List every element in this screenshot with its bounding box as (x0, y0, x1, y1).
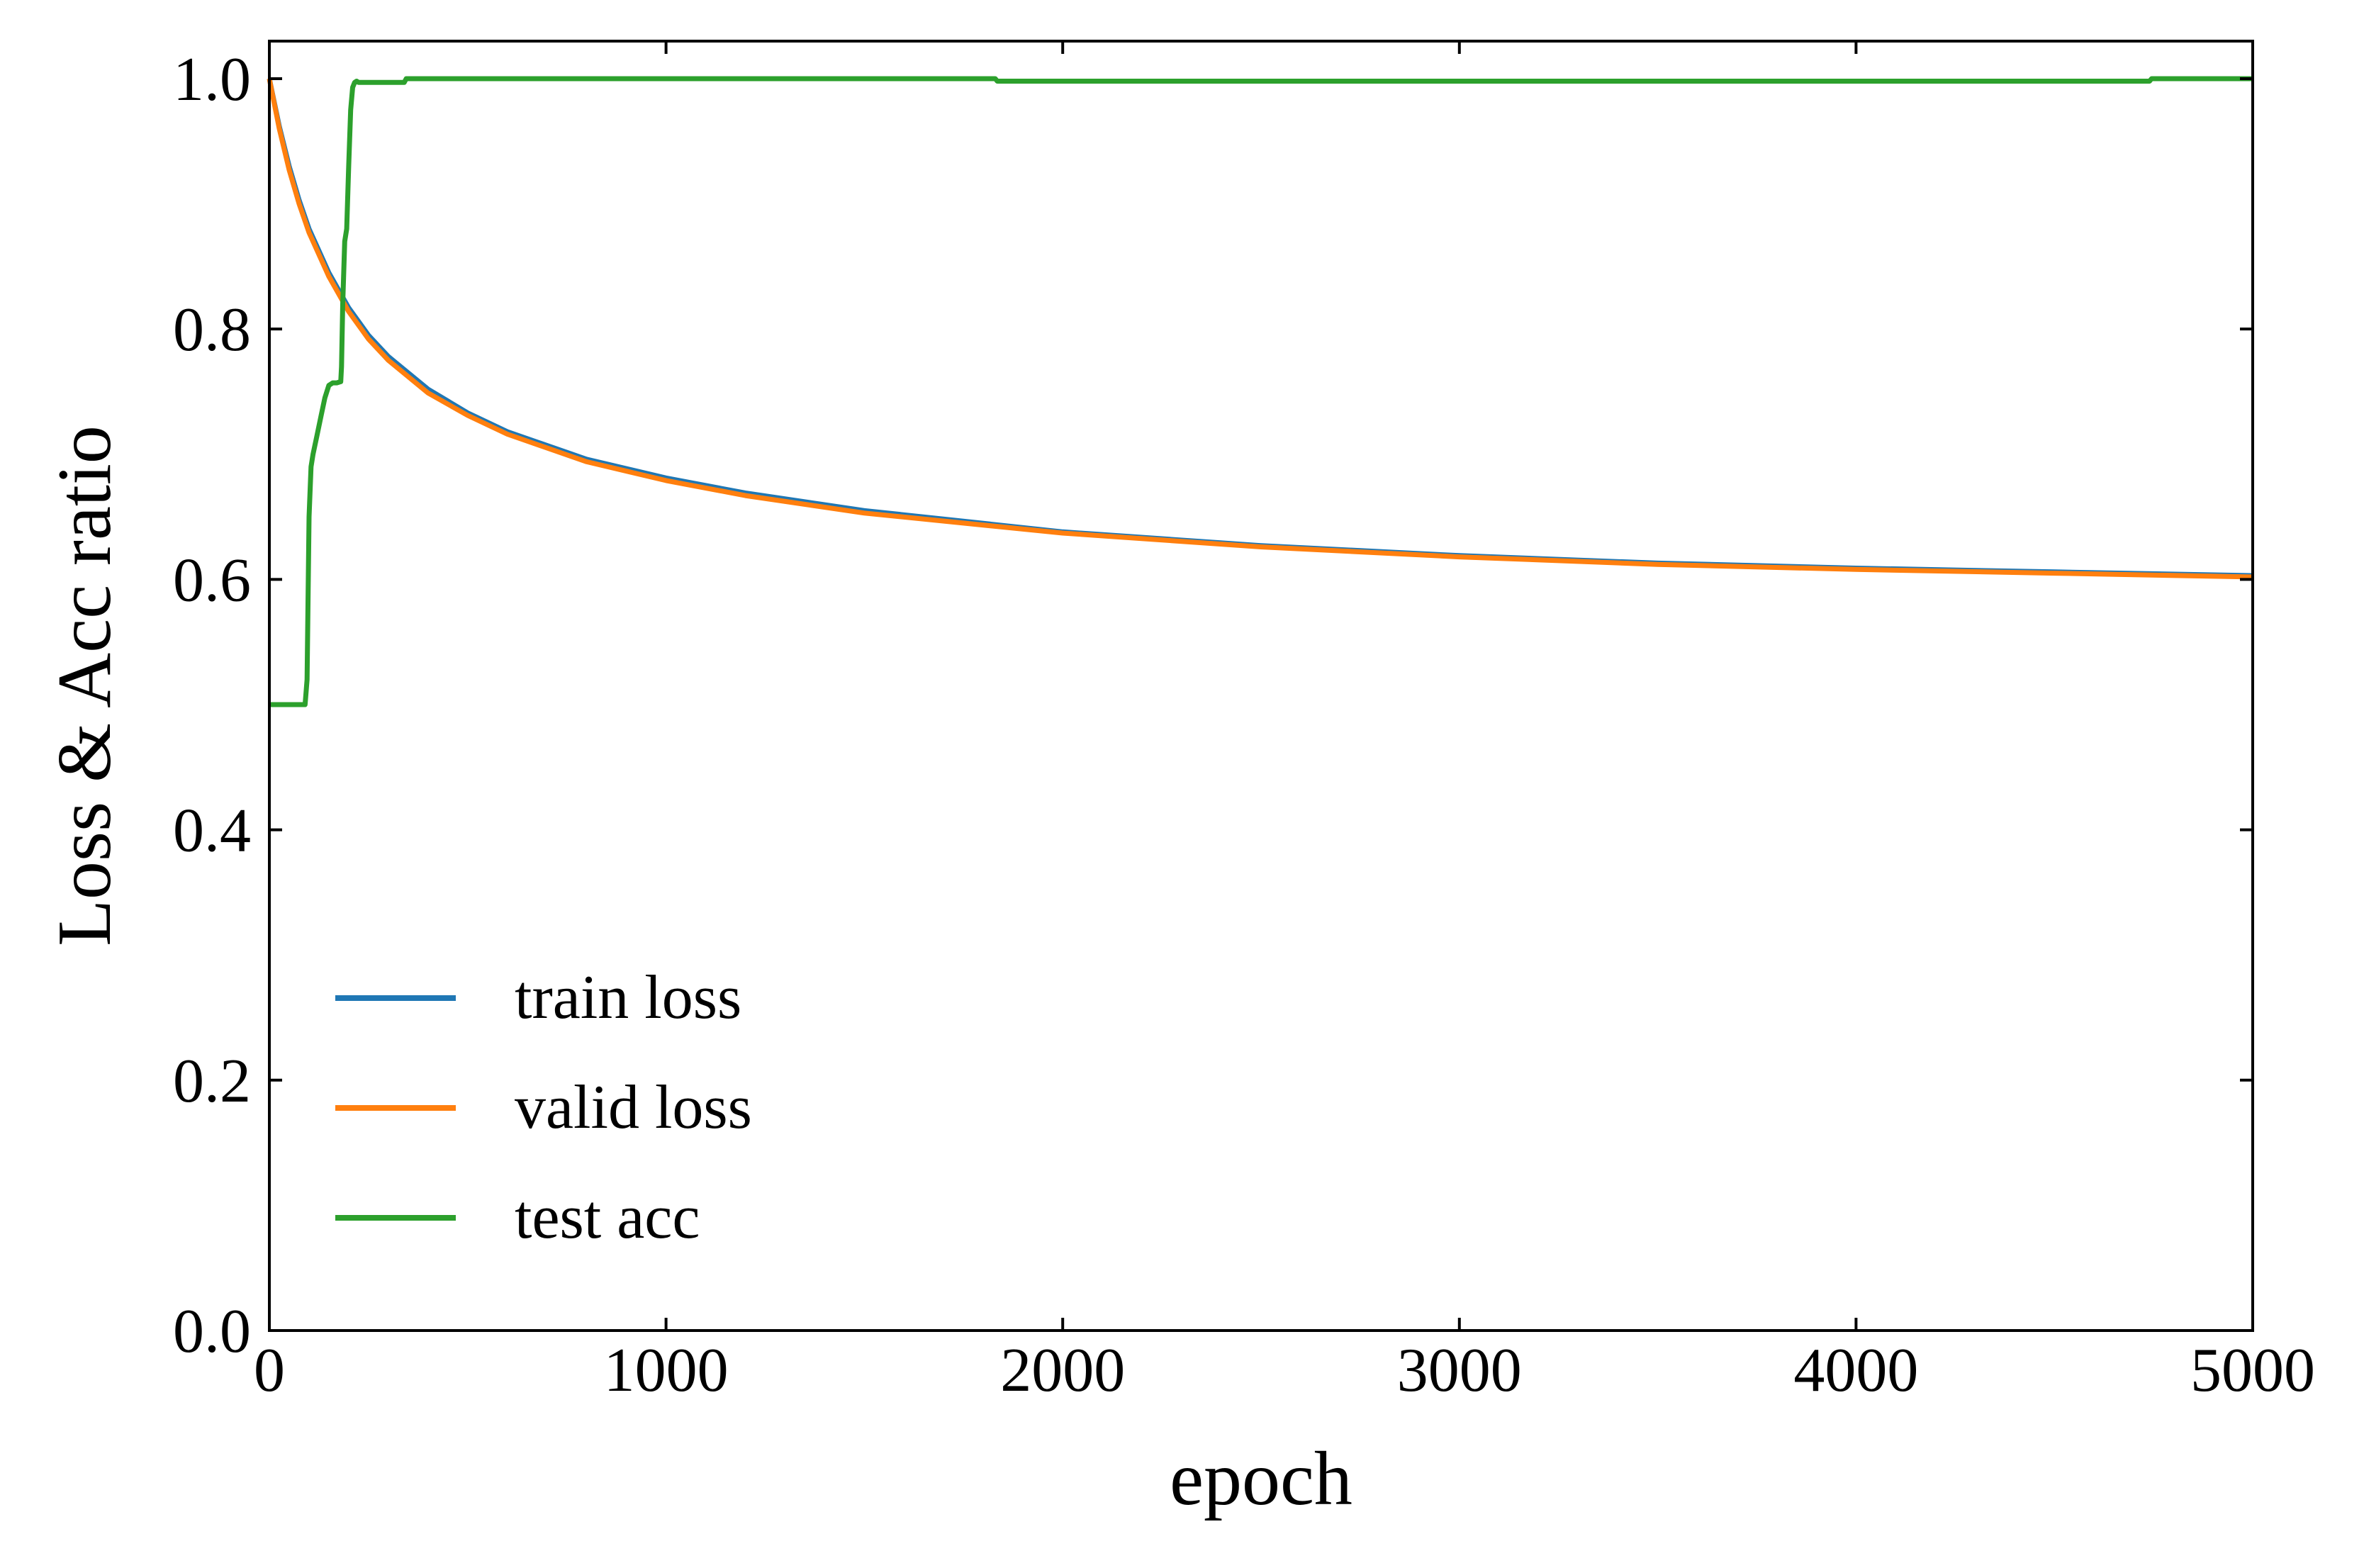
plot-frame (268, 40, 2254, 1332)
x-tick-label: 4000 (1793, 1336, 1918, 1405)
series-layer (267, 76, 2253, 707)
ticks-layer: 0 1000 2000 3000 4000 5000 0.0 0.2 0.4 0.6 0.8 1.0 (173, 41, 2315, 1405)
series-line-valid-loss (267, 78, 2253, 580)
y-tick-label: 0.4 (173, 797, 251, 866)
y-axis-title: Loss & Acc ratio (43, 425, 127, 946)
x-axis-title: epoch (1170, 1437, 1352, 1521)
x-tick-label: 5000 (2190, 1336, 2315, 1405)
x-tick-label: 3000 (1397, 1336, 1522, 1405)
y-tick-label: 0.8 (173, 296, 251, 364)
axes-layer (268, 40, 2254, 1332)
series-line-test-acc (269, 76, 2253, 707)
y-tick-label: 0.0 (173, 1297, 251, 1366)
legend-label-train-loss: train loss (515, 963, 741, 1032)
x-tick-label: 2000 (1000, 1336, 1125, 1405)
legend-label-test-acc: test acc (515, 1183, 700, 1252)
y-tick-label: 1.0 (173, 45, 251, 114)
legend: train loss valid loss test acc (335, 963, 752, 1252)
legend-label-valid-loss: valid loss (515, 1073, 752, 1142)
x-tick-label: 1000 (604, 1336, 729, 1405)
x-tick-label: 0 (254, 1336, 285, 1405)
y-tick-label: 0.6 (173, 546, 251, 615)
y-tick-label: 0.2 (173, 1047, 251, 1116)
